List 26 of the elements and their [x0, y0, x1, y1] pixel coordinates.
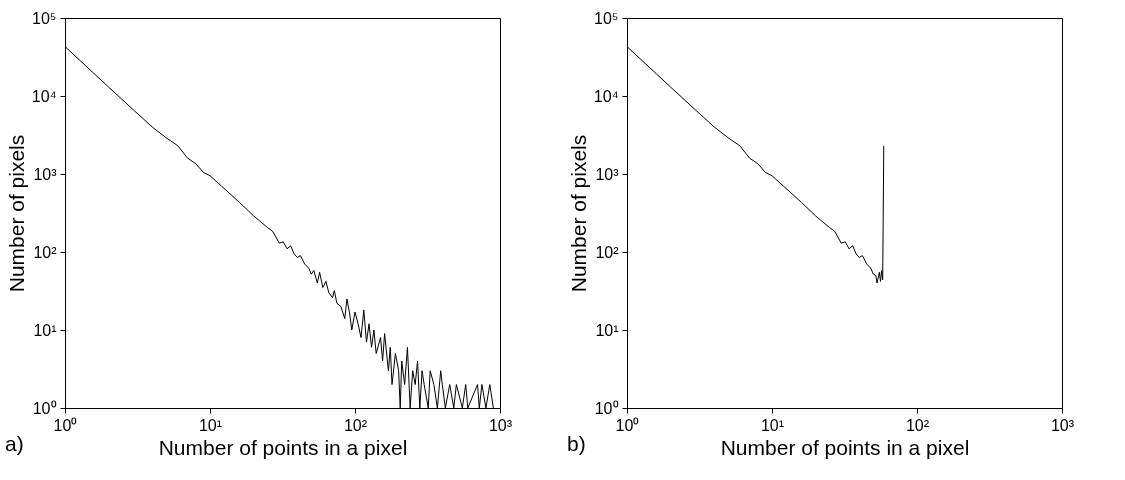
y-tick-label: 10²: [33, 243, 58, 261]
x-tick-label: 10¹: [198, 416, 223, 434]
y-axis-title: Number of pixels: [566, 134, 590, 293]
x-tick-label: 10²: [905, 416, 930, 434]
x-tick-label: 10¹: [760, 416, 785, 434]
x-tick-label: 10⁰: [615, 416, 640, 434]
y-tick-label: 10⁵: [594, 9, 619, 27]
text: a): [5, 432, 24, 455]
y-tick-label: 10⁴: [31, 87, 57, 105]
x-tick-label: 10²: [343, 416, 368, 434]
y-axis-title: Number of pixels: [4, 134, 28, 293]
y-tick-label: 10¹: [595, 321, 619, 339]
x-tick-label: 10⁰: [53, 416, 78, 434]
text: b): [567, 432, 586, 455]
y-tick-label: 10⁵: [32, 9, 57, 27]
y-tick-label: 10¹: [33, 321, 57, 339]
y-tick-label: 10²: [595, 243, 620, 261]
y-tick-label: 10³: [595, 165, 620, 183]
x-axis-title: Number of points in a pixel: [158, 435, 408, 459]
y-tick-label: 10⁰: [594, 399, 619, 417]
y-tick-label: 10³: [33, 165, 58, 183]
x-axis-title: Number of points in a pixel: [720, 435, 970, 459]
y-tick-label: 10⁰: [32, 399, 57, 417]
x-tick-label: 10³: [1050, 416, 1075, 434]
y-tick-label: 10⁴: [593, 87, 619, 105]
x-tick-label: 10³: [488, 416, 513, 434]
